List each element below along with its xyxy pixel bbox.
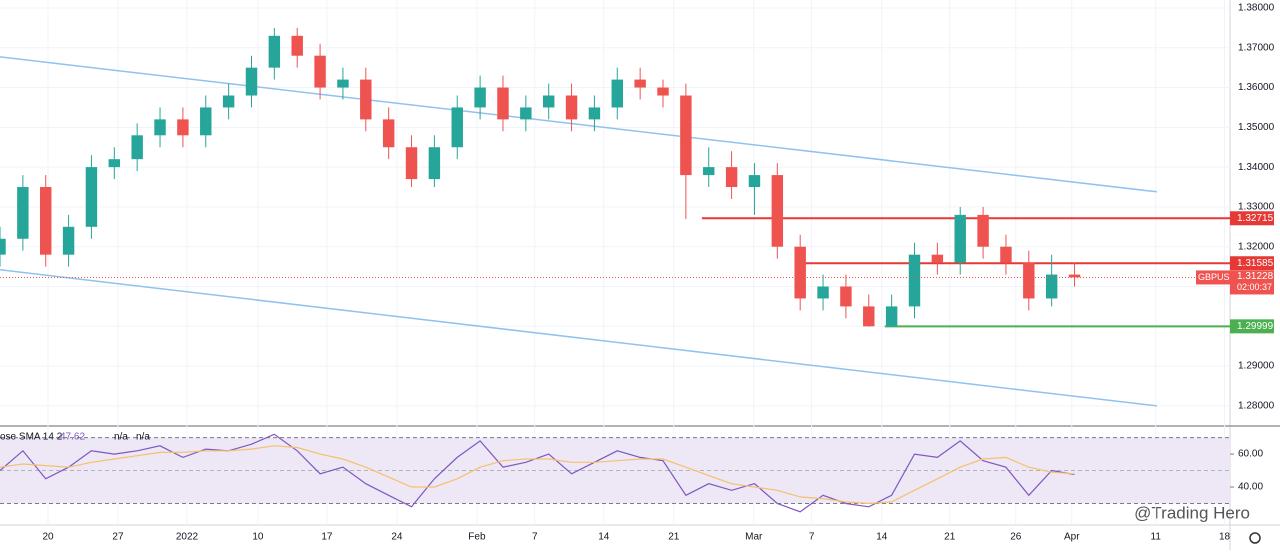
- x-tick-label: 21: [944, 532, 956, 543]
- candle-body: [200, 107, 212, 136]
- candle-body: [17, 187, 29, 239]
- candle-body: [840, 286, 852, 307]
- y-tick-label: 1.33000: [1238, 202, 1275, 213]
- level-label: 1.31585: [1237, 258, 1274, 269]
- candle-body: [382, 119, 395, 148]
- candle-body: [1068, 274, 1081, 278]
- candle-body: [108, 159, 121, 168]
- level-label-box: [1230, 319, 1274, 334]
- candle-body: [611, 79, 624, 108]
- y-tick-label: 1.35000: [1238, 122, 1275, 133]
- x-tick-label: 17: [321, 532, 333, 543]
- x-tick-label: 7: [532, 532, 538, 543]
- symbol-label: GBPUSD: [1198, 272, 1237, 282]
- candle-body: [474, 87, 486, 108]
- x-tick-label: 27: [112, 532, 124, 543]
- y-tick-label: 1.34000: [1238, 162, 1275, 173]
- y-tick-label: 1.38000: [1238, 3, 1275, 14]
- candle-body: [794, 246, 806, 299]
- x-tick-label: Mar: [745, 532, 763, 543]
- x-tick-label: 10: [252, 532, 264, 543]
- level-label: 1.29999: [1237, 321, 1274, 332]
- settings-icon[interactable]: [1249, 532, 1261, 544]
- candle-body: [954, 214, 966, 263]
- candle-body: [154, 119, 166, 136]
- rsi-line: [0, 445, 1075, 505]
- symbol-box: [1196, 270, 1230, 285]
- candle-body: [863, 306, 875, 327]
- candle-body: [771, 175, 784, 247]
- x-tick-label: 14: [876, 532, 888, 543]
- candle-body: [314, 55, 326, 88]
- x-tick-label: 26: [1010, 532, 1022, 543]
- rsi-line: [0, 433, 1075, 513]
- x-tick-label: Feb: [468, 532, 486, 543]
- candle-body: [1045, 274, 1058, 299]
- candle-body: [1023, 262, 1035, 299]
- indicator-value: 47.62: [60, 432, 85, 443]
- trendline: [0, 56, 1157, 193]
- y-tick-label: 1.28000: [1238, 401, 1275, 412]
- candle-body: [0, 238, 6, 255]
- candle-body: [360, 79, 372, 120]
- candle-body: [40, 187, 52, 255]
- y-tick-label: 1.32000: [1238, 241, 1275, 252]
- candle-body: [634, 79, 646, 88]
- y-tick-label: 40.00: [1238, 482, 1263, 493]
- x-tick-label: 2022: [176, 532, 199, 543]
- candle-body: [657, 87, 669, 96]
- candle-body: [908, 254, 921, 307]
- candle-body: [725, 167, 738, 188]
- x-tick-label: 20: [42, 532, 54, 543]
- candle-body: [337, 79, 349, 88]
- candle-body: [268, 35, 281, 68]
- level-label-box: [1230, 211, 1274, 226]
- last-price-label: 1.31228: [1237, 271, 1274, 282]
- y-tick-label: 1.29000: [1238, 361, 1275, 372]
- trendline: [0, 269, 1157, 407]
- x-tick-label: 14: [598, 532, 610, 543]
- candle-body: [931, 254, 944, 263]
- y-tick-label: 1.36000: [1238, 82, 1275, 93]
- candle-body: [428, 147, 441, 180]
- candle-body: [680, 95, 692, 176]
- candle-body: [885, 306, 898, 327]
- candle-body: [977, 214, 989, 247]
- candle-body: [817, 286, 829, 299]
- candle-body: [62, 226, 75, 255]
- x-tick-label: 24: [391, 532, 403, 543]
- watermark: @Trading Hero: [1134, 503, 1250, 522]
- candle-body: [291, 35, 303, 56]
- candle-body: [748, 175, 761, 188]
- candle-body: [222, 95, 235, 108]
- x-tick-label: 18: [1219, 532, 1231, 543]
- last-price-box: [1230, 270, 1274, 295]
- x-tick-label: Apr: [1064, 532, 1080, 543]
- countdown-label: 02:00:37: [1237, 282, 1272, 292]
- candle-body: [1000, 246, 1012, 263]
- candle-body: [177, 119, 189, 136]
- candle-body: [451, 107, 463, 148]
- indicator-na: n/a: [114, 432, 128, 443]
- candle-body: [565, 95, 578, 120]
- y-tick-label: 1.37000: [1238, 42, 1275, 53]
- x-tick-label: 21: [668, 532, 680, 543]
- y-tick-label: 60.00: [1238, 449, 1263, 460]
- x-tick-label: 11: [1151, 532, 1162, 543]
- indicator-na: n/a: [136, 432, 150, 443]
- candle-body: [85, 167, 98, 227]
- x-tick-label: 7: [809, 532, 815, 543]
- candle-body: [131, 135, 143, 160]
- indicator-title: ose SMA 14 2: [0, 432, 63, 443]
- candle-body: [588, 107, 601, 120]
- candle-body: [703, 167, 715, 176]
- candle-body: [520, 107, 532, 120]
- candle-body: [497, 87, 509, 120]
- candle-body: [542, 95, 555, 108]
- level-label: 1.32715: [1237, 213, 1274, 224]
- level-label-box: [1230, 256, 1274, 271]
- candle-body: [405, 147, 418, 180]
- candle-body: [245, 67, 258, 96]
